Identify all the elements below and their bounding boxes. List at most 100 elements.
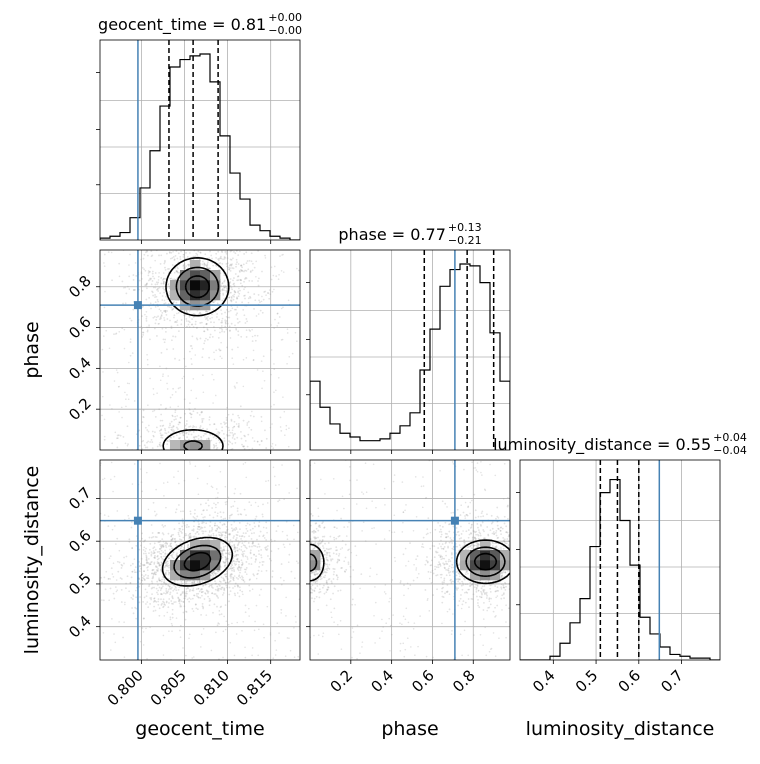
sample-point bbox=[216, 488, 218, 490]
sample-point bbox=[155, 319, 157, 321]
sample-point bbox=[191, 413, 193, 415]
sample-point bbox=[176, 554, 178, 556]
ytick-label-luminosity_distance: 0.4 bbox=[65, 612, 95, 642]
sample-point bbox=[216, 313, 218, 315]
sample-point bbox=[190, 182, 192, 184]
sample-point bbox=[159, 463, 161, 465]
sample-point bbox=[133, 612, 135, 614]
sample-point bbox=[194, 467, 196, 469]
sample-point bbox=[307, 524, 309, 526]
sample-point bbox=[180, 600, 182, 602]
sample-point bbox=[159, 444, 161, 446]
sample-point bbox=[239, 596, 241, 598]
sample-point bbox=[171, 421, 173, 423]
sample-point bbox=[207, 499, 209, 501]
sample-point bbox=[209, 604, 211, 606]
sample-point bbox=[270, 634, 272, 636]
sample-point bbox=[249, 524, 251, 526]
sample-point bbox=[459, 544, 461, 546]
sample-point bbox=[529, 552, 531, 554]
sample-point bbox=[513, 590, 515, 592]
sample-point bbox=[228, 568, 230, 570]
sample-point bbox=[185, 252, 187, 254]
sample-point bbox=[191, 348, 193, 350]
sample-point bbox=[294, 656, 296, 658]
sample-point bbox=[111, 458, 113, 460]
sample-point bbox=[147, 569, 149, 571]
sample-point bbox=[215, 498, 217, 500]
sample-point bbox=[258, 550, 260, 552]
sample-point bbox=[253, 293, 255, 295]
sample-point bbox=[245, 452, 247, 454]
sample-point bbox=[209, 465, 211, 467]
sample-point bbox=[246, 357, 248, 359]
sample-point bbox=[211, 575, 213, 577]
sample-point bbox=[284, 546, 286, 548]
sample-point bbox=[148, 425, 150, 427]
sample-point bbox=[510, 576, 512, 578]
sample-point bbox=[202, 608, 204, 610]
sample-point bbox=[198, 231, 200, 233]
sample-point bbox=[139, 570, 141, 572]
sample-point bbox=[273, 363, 275, 365]
sample-point bbox=[323, 576, 325, 578]
sample-point bbox=[216, 586, 218, 588]
sample-point bbox=[259, 562, 261, 564]
sample-point bbox=[207, 339, 209, 341]
sample-point bbox=[215, 535, 217, 537]
sample-point bbox=[180, 323, 182, 325]
sample-point bbox=[230, 642, 232, 644]
sample-point bbox=[263, 355, 265, 357]
sample-point bbox=[135, 262, 137, 264]
sample-point bbox=[239, 522, 241, 524]
sample-point bbox=[252, 543, 254, 545]
sample-point bbox=[239, 589, 241, 591]
sample-point bbox=[151, 464, 153, 466]
sample-point bbox=[258, 629, 260, 631]
sample-point bbox=[525, 586, 527, 588]
sample-point bbox=[176, 321, 178, 323]
sample-point bbox=[262, 370, 264, 372]
sample-point bbox=[225, 545, 227, 547]
sample-point bbox=[213, 476, 215, 478]
sample-point bbox=[303, 559, 305, 561]
sample-point bbox=[226, 536, 228, 538]
sample-point bbox=[172, 427, 174, 429]
sample-point bbox=[175, 336, 177, 338]
sample-point bbox=[251, 280, 253, 282]
sample-point bbox=[252, 573, 254, 575]
sample-point bbox=[278, 567, 280, 569]
sample-point bbox=[283, 498, 285, 500]
sample-point bbox=[140, 436, 142, 438]
sample-point bbox=[133, 289, 135, 291]
sample-point bbox=[231, 420, 233, 422]
sample-point bbox=[316, 528, 318, 530]
sample-point bbox=[141, 574, 143, 576]
sample-point bbox=[180, 457, 182, 459]
sample-point bbox=[292, 576, 294, 578]
sample-point bbox=[237, 510, 239, 512]
sample-point bbox=[281, 270, 283, 272]
sample-point bbox=[473, 494, 475, 496]
sample-point bbox=[240, 549, 242, 551]
sample-point bbox=[259, 452, 261, 454]
sample-point bbox=[155, 566, 157, 568]
sample-point bbox=[127, 443, 129, 445]
sample-point bbox=[208, 419, 210, 421]
sample-point bbox=[141, 271, 143, 273]
sample-point bbox=[213, 301, 215, 303]
sample-point bbox=[230, 574, 232, 576]
sample-point bbox=[302, 561, 304, 563]
sample-point bbox=[260, 554, 262, 556]
sample-point bbox=[137, 245, 139, 247]
sample-point bbox=[273, 368, 275, 370]
sample-point bbox=[169, 618, 171, 620]
sample-point bbox=[172, 264, 174, 266]
sample-point bbox=[125, 587, 127, 589]
sample-point bbox=[167, 606, 169, 608]
sample-point bbox=[146, 658, 148, 660]
sample-point bbox=[234, 488, 236, 490]
sample-point bbox=[221, 322, 223, 324]
sample-point bbox=[515, 563, 517, 565]
sample-point bbox=[517, 564, 519, 566]
